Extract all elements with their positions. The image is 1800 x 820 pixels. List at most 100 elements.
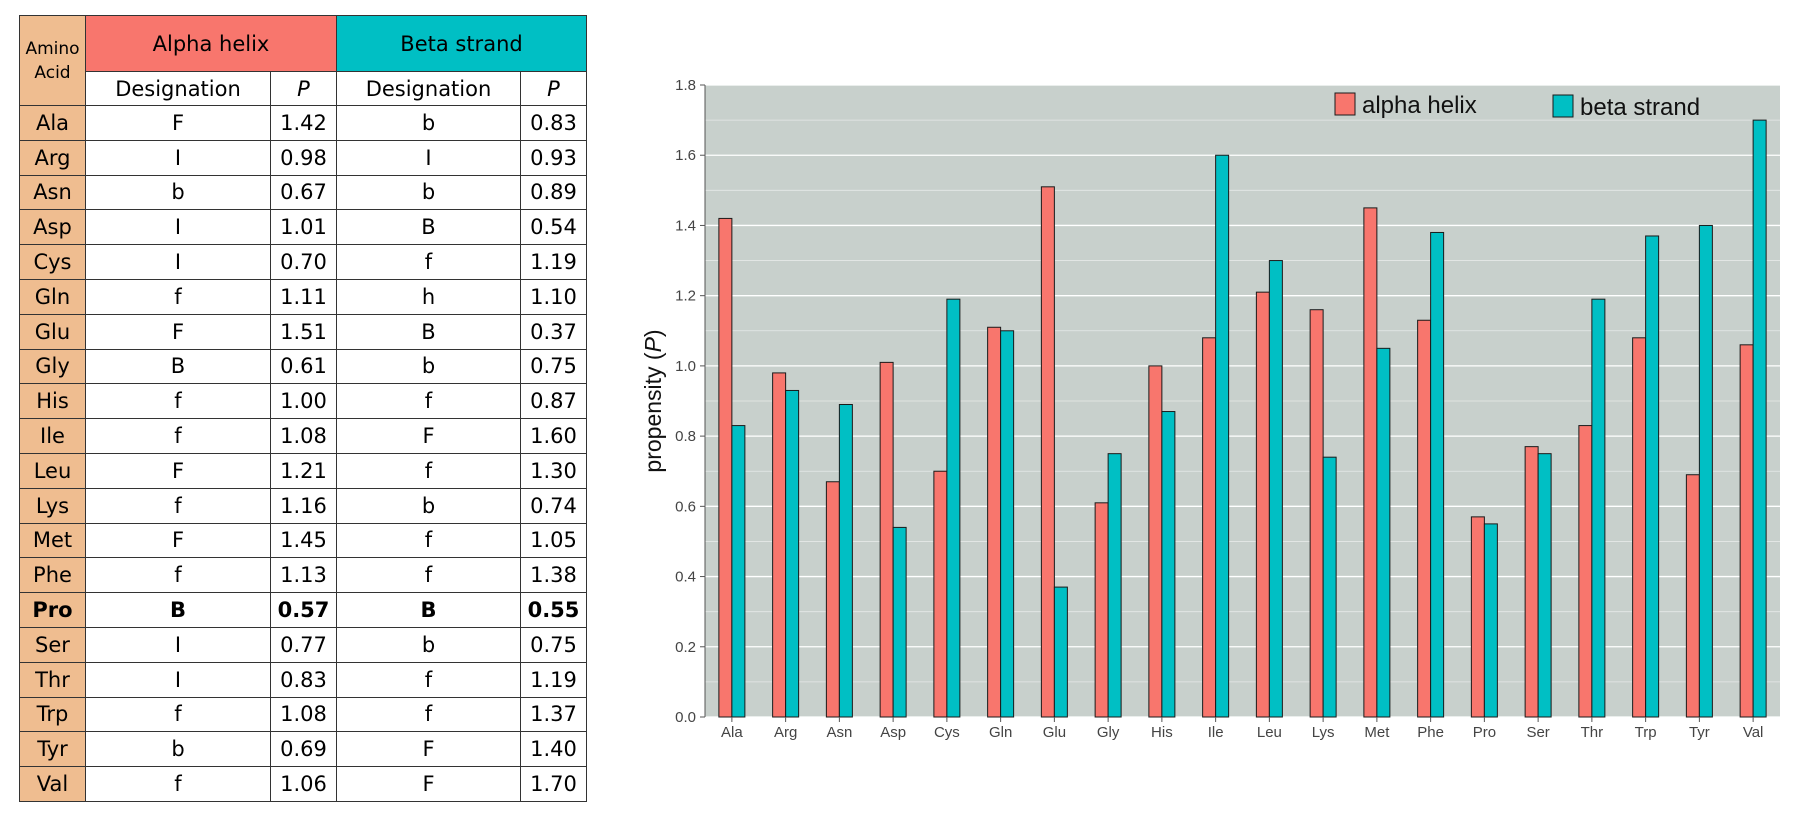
alpha-designation-cell: f [85,557,271,594]
beta-p-cell: 1.10 [520,278,587,315]
alpha-helix-bar [1094,502,1109,718]
amino-acid-cell: Lys [19,487,86,524]
beta-strand-header: Beta strand [336,15,587,72]
alpha-helix-bar [825,481,840,718]
beta-p-cell: 1.19 [520,661,587,698]
alpha-helix-bar [1148,365,1163,718]
beta-designation-cell: B [336,313,521,350]
propensity-table: Amino Acid Alpha helix Beta strand Desig… [19,15,587,802]
x-tick-label: Ala [721,724,743,741]
beta-strand-bar [1215,154,1230,718]
alpha-helix-bar [933,470,948,718]
beta-designation-cell: b [336,626,521,663]
y-tick-label: 1.0 [675,358,696,375]
beta-designation-cell: h [336,278,521,315]
beta-p-cell: 0.89 [520,174,587,211]
beta-p-cell: 0.87 [520,383,587,420]
x-tick-label: Glu [1043,724,1066,741]
alpha-helix-bar [1739,344,1754,718]
alpha-p-cell: 1.16 [270,487,337,524]
y-tick-label: 0.4 [675,569,696,586]
legend-alpha-swatch [1334,92,1356,116]
table-row: Ser I 0.77 b 0.75 [19,626,587,663]
beta-p-cell: 1.70 [520,766,587,802]
beta-p-cell: 0.74 [520,487,587,524]
y-tick-label: 1.2 [675,288,696,305]
beta-p-cell: 1.40 [520,731,587,768]
x-tick-label: Met [1364,724,1390,741]
alpha-helix-bar [772,372,787,718]
alpha-p-cell: 1.13 [270,557,337,594]
amino-acid-cell: Ser [19,626,86,663]
alpha-designation-cell: f [85,278,271,315]
alpha-helix-bar [1685,474,1700,718]
beta-strand-bar [1376,347,1391,718]
alpha-p-cell: 1.45 [270,522,337,559]
alpha-designation-cell: f [85,696,271,733]
y-tick-label: 1.4 [675,217,696,234]
alpha-p-cell: 1.01 [270,209,337,246]
alpha-designation-cell: F [85,452,271,489]
beta-strand-bar [946,298,961,718]
y-tick-label: 0.2 [675,639,696,656]
beta-designation-cell: F [336,418,521,454]
table-row: Glu F 1.51 B 0.37 [19,313,587,350]
legend-beta-label: beta strand [1580,94,1700,121]
y-tick-label: 0.6 [675,498,696,515]
amino-acid-cell: Ile [19,418,86,454]
amino-acid-cell: Met [19,522,86,559]
beta-p-cell: 0.55 [520,592,587,628]
alpha-helix-bar [718,217,733,718]
x-tick-label: Thr [1581,724,1604,741]
beta-strand-bar [1591,298,1606,718]
legend-alpha-label: alpha helix [1362,92,1477,119]
table-row: Lys f 1.16 b 0.74 [19,487,587,524]
amino-acid-cell: Trp [19,696,86,733]
alpha-designation-cell: I [85,139,271,176]
alpha-designation-cell: F [85,522,271,559]
table-row: Phe f 1.13 f 1.38 [19,557,587,594]
beta-designation-cell: b [336,348,521,385]
beta-strand-bar [1483,523,1498,718]
beta-designation-cell: f [336,452,521,489]
beta-designation-cell: f [336,557,521,594]
table-row: Cys I 0.70 f 1.19 [19,244,587,280]
beta-strand-bar [1161,411,1176,718]
x-tick-label: Lys [1312,724,1335,741]
beta-designation-cell: B [336,209,521,246]
beta-designation-cell: b [336,105,521,141]
amino-acid-cell: Asn [19,174,86,211]
amino-acid-cell: Cys [19,244,86,280]
alpha-p-cell: 0.83 [270,661,337,698]
beta-designation-cell: F [336,766,521,802]
x-tick-label: Cys [934,724,960,741]
table-row: Ile f 1.08 F 1.60 [19,418,587,454]
beta-designation-cell: f [336,244,521,280]
alpha-p-cell: 1.08 [270,418,337,454]
alpha-helix-bar [1524,446,1539,718]
y-axis-label-paren-close: ) [640,329,666,337]
amino-acid-cell: Ala [19,105,86,141]
beta-strand-bar [1000,330,1015,718]
x-tick-label: Ser [1526,724,1549,741]
alpha-designation-cell: b [85,731,271,768]
y-tick-label: 1.6 [675,147,696,164]
y-axis-label-symbol: P [640,336,666,352]
alpha-designation-cell: f [85,766,271,802]
x-tick-label: Val [1743,724,1764,741]
beta-designation-cell: f [336,383,521,420]
beta-p-header: P [520,71,587,106]
beta-strand-bar [785,389,800,718]
alpha-p-cell: 1.51 [270,313,337,350]
beta-strand-bar [1268,260,1283,718]
y-tick-label: 1.8 [675,77,696,94]
alpha-helix-bar [1632,337,1647,718]
amino-acid-cell: Thr [19,661,86,698]
amino-acid-cell: His [19,383,86,420]
x-tick-label: Phe [1417,724,1444,741]
alpha-helix-bar [1470,516,1485,718]
alpha-helix-bar [1040,186,1055,718]
table-row: Ala F 1.42 b 0.83 [19,105,587,141]
beta-p-cell: 1.60 [520,418,587,454]
alpha-designation-cell: I [85,209,271,246]
